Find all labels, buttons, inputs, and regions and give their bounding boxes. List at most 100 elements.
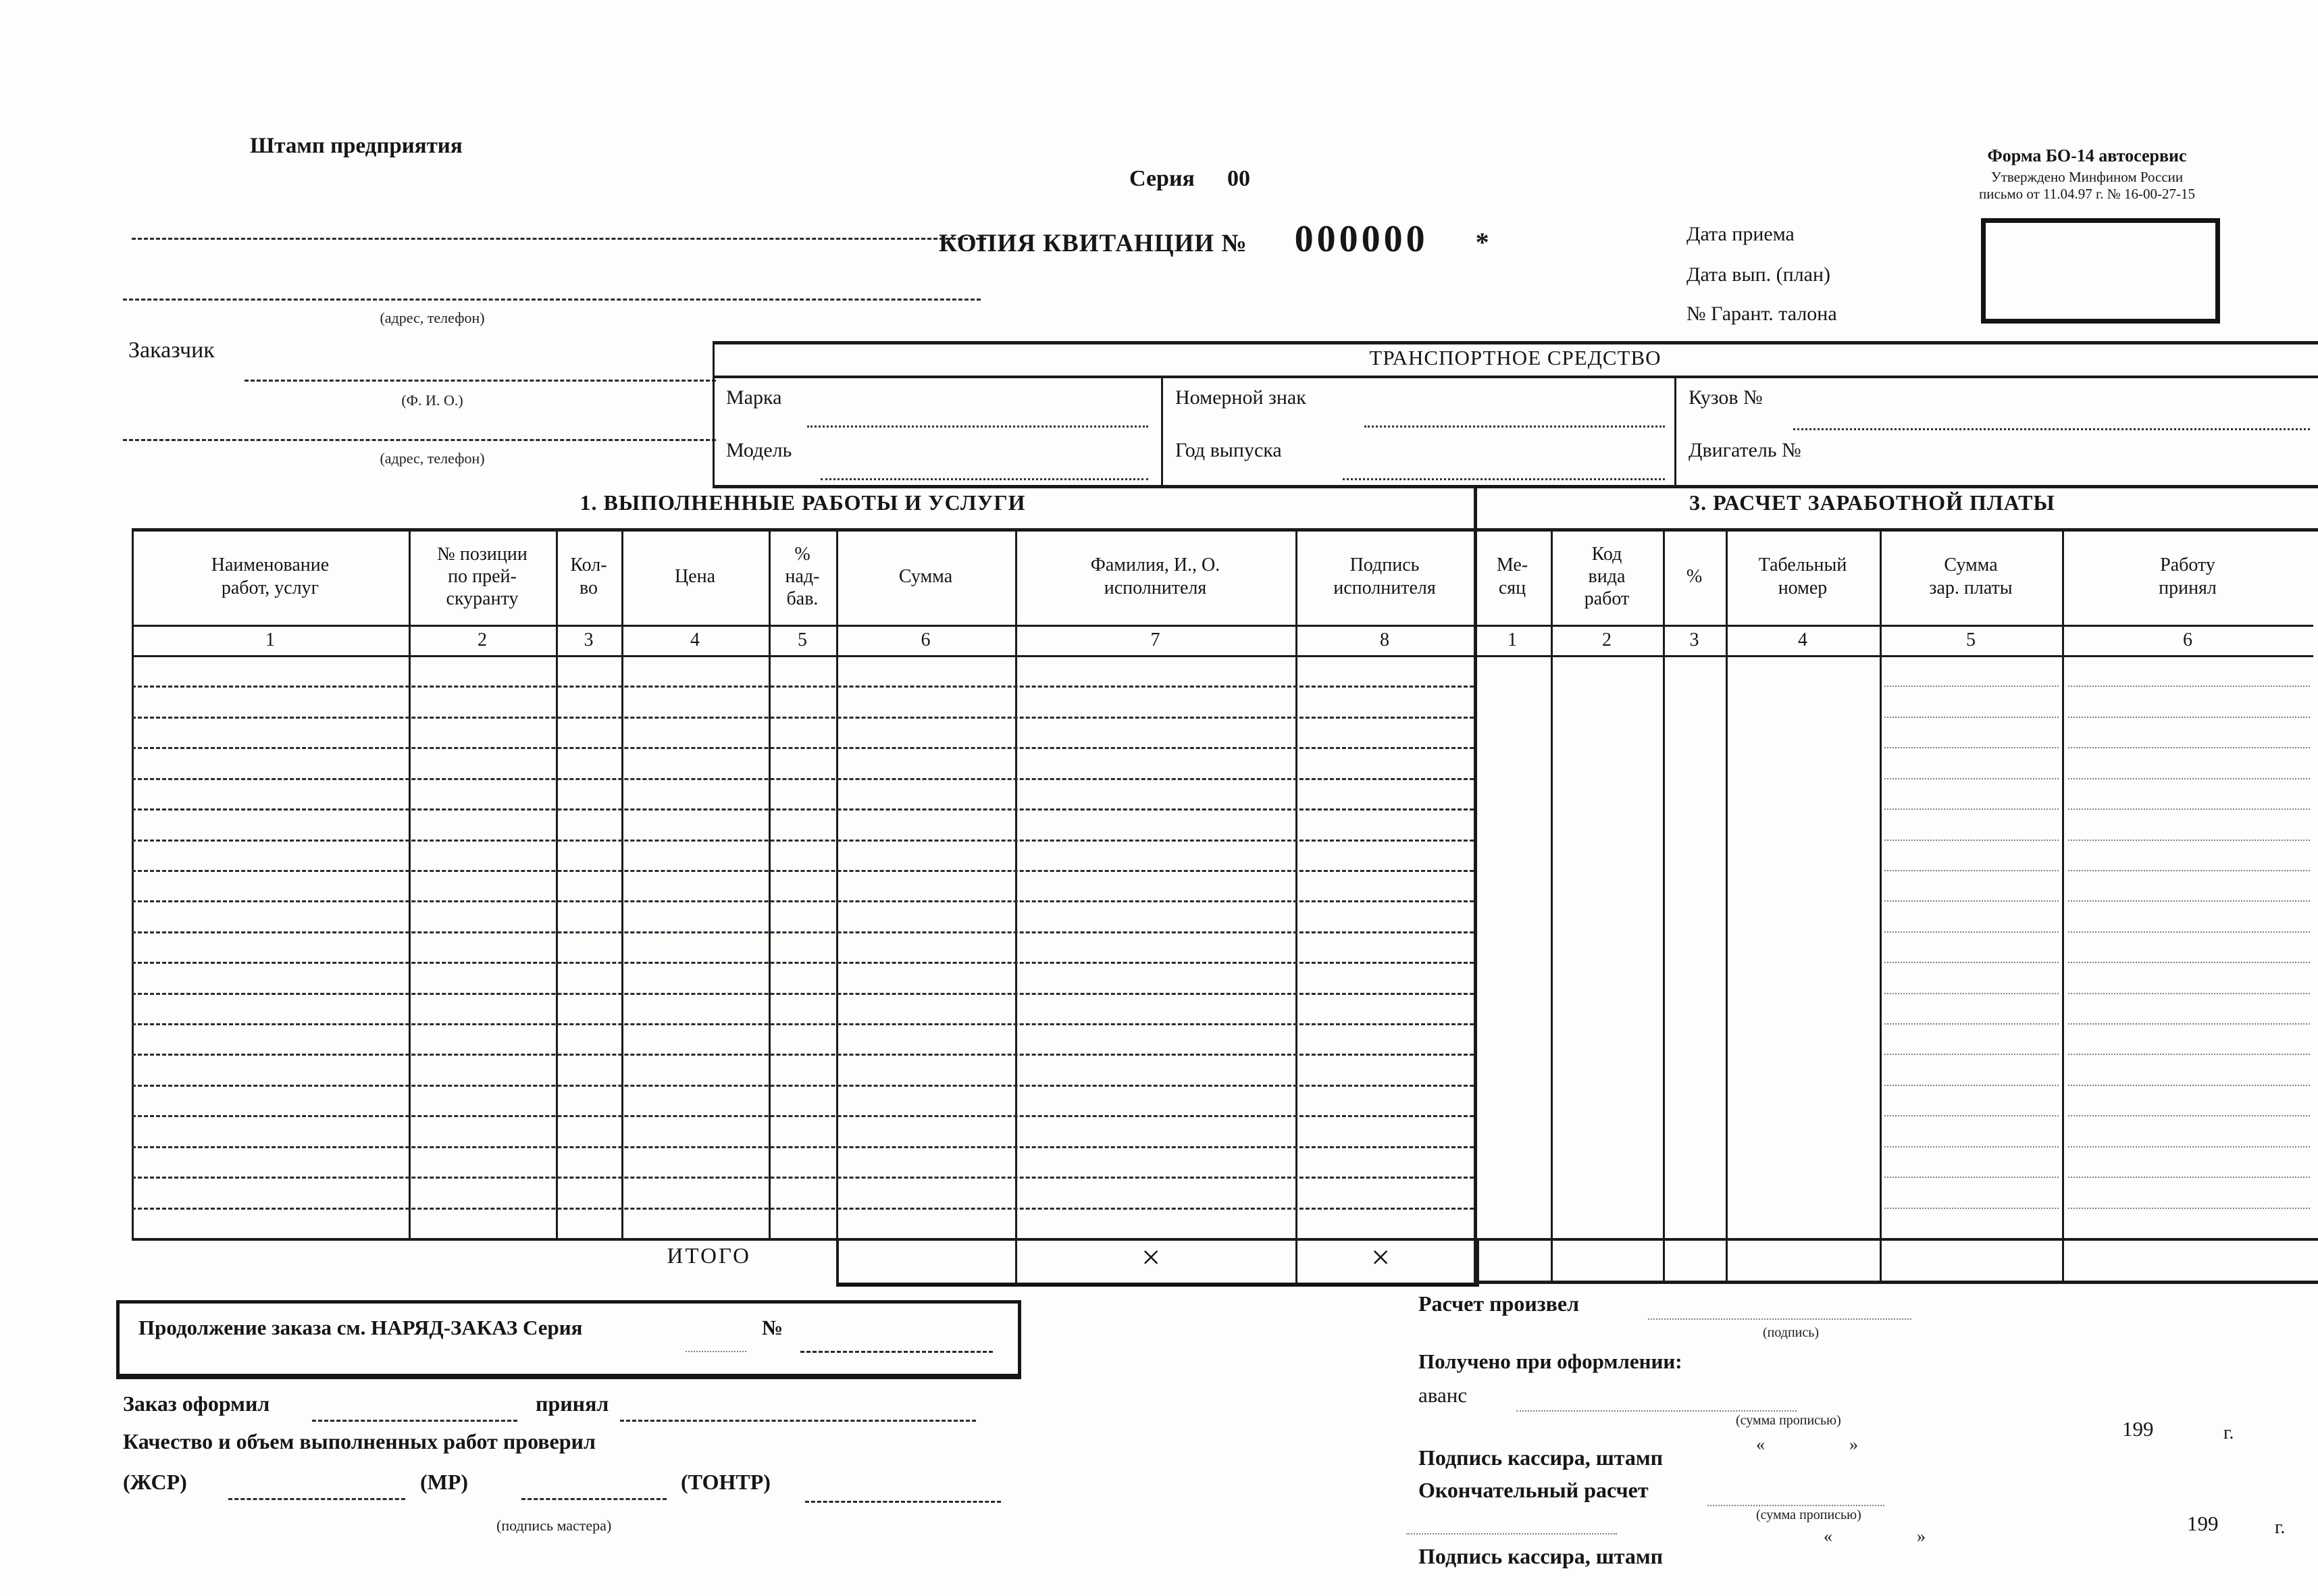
vehicle-year-label: Год выпуска — [1175, 439, 1282, 461]
table-column-line — [409, 528, 411, 1238]
work-accepted-row-line — [2068, 686, 2310, 687]
order-accepted-line — [620, 1420, 976, 1422]
vehicle-bottom-rule — [713, 485, 2318, 488]
column-header-14: Работу принял — [2159, 555, 2217, 598]
column-number-3: 3 — [584, 629, 594, 650]
total-box-divider-1 — [1015, 1238, 1017, 1283]
enterprise-name-line — [132, 238, 986, 240]
column-number-5: 5 — [798, 629, 807, 650]
order-processed-label: Заказ оформил — [123, 1391, 270, 1416]
works-section-title: 1. ВЫПОЛНЕННЫЕ РАБОТЫ И УСЛУГИ — [580, 490, 1026, 515]
column-header-1: Наименование работ, услуг — [211, 555, 330, 598]
salary-sum-row-line — [1884, 840, 2059, 841]
master-sign-hint: (подпись мастера) — [496, 1517, 612, 1534]
empty-row-line — [132, 900, 1474, 902]
work-accepted-row-line — [2068, 962, 2310, 963]
zhsr-line — [228, 1498, 405, 1500]
close-quote-1: » — [1849, 1435, 1858, 1454]
column-number-10: 2 — [1602, 629, 1612, 650]
table-top-rule — [132, 528, 2318, 532]
salary-sum-row-line — [1884, 931, 2059, 933]
table-column-line — [1551, 528, 1553, 1238]
year-199-2: 199 — [2187, 1512, 2219, 1535]
vehicle-section-title: ТРАНСПОРТНОЕ СРЕДСТВО — [1369, 346, 1662, 369]
table-column-line-ext — [1726, 1238, 1728, 1283]
table-column-line — [836, 528, 838, 1238]
warranty-card-label: № Гарант. талона — [1686, 303, 1837, 325]
column-header-2: № позиции по прей- скуранту — [437, 543, 527, 610]
address-phone-hint-bottom: (адрес, телефон) — [380, 450, 485, 467]
empty-row-line — [132, 808, 1474, 810]
continuation-series-line — [686, 1351, 746, 1352]
cashier-sign-stamp-1: Подпись кассира, штамп — [1418, 1445, 1664, 1470]
empty-row-line — [132, 840, 1474, 842]
date-stamp-box — [1981, 218, 2220, 324]
final-payment-label: Окончательный расчет — [1418, 1478, 1649, 1502]
column-number-9: 1 — [1508, 629, 1517, 650]
table-column-line-ext — [1551, 1238, 1553, 1283]
total-box-divider-2 — [1295, 1238, 1297, 1283]
table-number-rule — [132, 655, 2313, 657]
table-column-line — [769, 528, 771, 1238]
vehicle-left-border — [713, 341, 715, 486]
column-header-3: Кол- во — [570, 555, 607, 598]
table-header-rule — [132, 625, 2313, 627]
close-quote-2: » — [1917, 1526, 1926, 1546]
open-quote-2: « — [1824, 1526, 1832, 1546]
continuation-no-label: № — [762, 1316, 783, 1339]
vehicle-body-line — [1793, 428, 2310, 430]
receipt-title: КОПИЯ КВИТАНЦИИ № — [939, 230, 1247, 257]
table-column-line — [1295, 528, 1297, 1238]
column-number-8: 8 — [1380, 629, 1389, 650]
received-on-reg-label: Получено при оформлении: — [1418, 1349, 1682, 1373]
customer-fio-hint: (Ф. И. О.) — [401, 392, 463, 409]
salary-section-title: 3. РАСЧЕТ ЗАРАБОТНОЙ ПЛАТЫ — [1689, 490, 2055, 515]
salary-sum-row-line — [1884, 1054, 2059, 1055]
continuation-label: Продолжение заказа см. НАРЯД-ЗАКАЗ Серия — [138, 1316, 583, 1339]
salary-sum-row-line — [1884, 747, 2059, 748]
table-column-line — [556, 528, 558, 1238]
work-accepted-row-line — [2068, 900, 2310, 902]
column-number-12: 4 — [1798, 629, 1807, 650]
column-number-4: 4 — [690, 629, 700, 650]
work-accepted-row-line — [2068, 1146, 2310, 1148]
column-header-5: % над- бав. — [785, 543, 820, 610]
empty-row-line — [132, 717, 1474, 719]
column-header-10: Код вида работ — [1584, 543, 1630, 610]
table-column-line — [1880, 528, 1882, 1238]
vehicle-plate-label: Номерной знак — [1175, 386, 1306, 409]
column-number-6: 6 — [921, 629, 931, 650]
final-payment-line — [1707, 1505, 1884, 1506]
work-accepted-row-line — [2068, 1177, 2310, 1178]
column-header-13: Сумма зар. платы — [1929, 555, 2013, 598]
approval-letter-line: письмо от 11.04.97 г. № 16-00-27-15 — [1978, 186, 2196, 202]
vehicle-year-line — [1343, 478, 1665, 480]
continuation-box — [116, 1300, 1021, 1379]
column-header-12: Табельный номер — [1758, 555, 1847, 598]
approval-block: Форма БО-14 автосервис Утверждено Минфин… — [1935, 146, 2239, 203]
salary-sum-row-line — [1884, 808, 2059, 810]
column-number-7: 7 — [1150, 629, 1160, 650]
vehicle-engine-label: Двигатель № — [1689, 439, 1801, 461]
series-value: 00 — [1227, 166, 1250, 191]
vehicle-title-rule — [713, 376, 2318, 378]
calculated-by-line — [1648, 1318, 1911, 1320]
empty-row-line — [132, 686, 1474, 688]
empty-row-line — [132, 1054, 1474, 1056]
enterprise-address-line — [123, 299, 981, 301]
open-quote-1: « — [1756, 1435, 1765, 1454]
table-column-line — [621, 528, 623, 1238]
date-planned-label: Дата вып. (план) — [1686, 263, 1831, 286]
salary-sum-row-line — [1884, 778, 2059, 779]
mr-line — [521, 1498, 667, 1500]
salary-sum-row-line — [1884, 1146, 2059, 1148]
table-column-line — [1663, 528, 1665, 1238]
table-column-line — [1474, 485, 1477, 1283]
empty-row-line — [132, 993, 1474, 995]
asterisk-mark: * — [1475, 227, 1489, 257]
empty-row-line — [132, 931, 1474, 933]
salary-sum-row-line — [1884, 1023, 2059, 1025]
work-accepted-row-line — [2068, 931, 2310, 933]
series-label: Серия — [1129, 166, 1195, 191]
year-199-1: 199 — [2122, 1417, 2154, 1441]
